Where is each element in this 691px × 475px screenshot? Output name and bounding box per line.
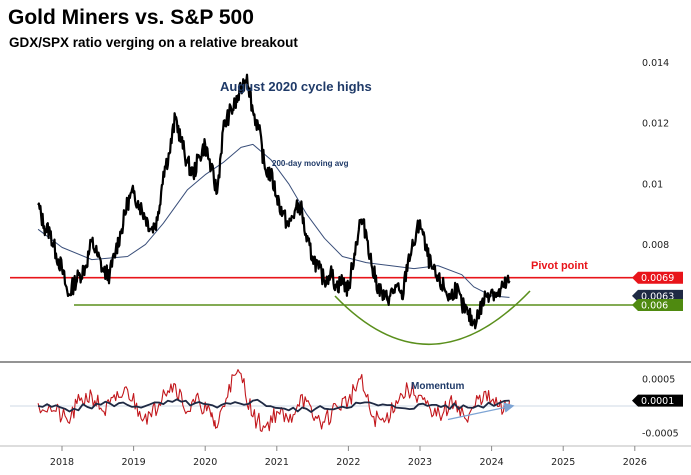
x-tick-label: 2022: [336, 457, 360, 468]
y-tick-label: 0.01: [642, 179, 663, 190]
ma-value-tag-text: 0.0063: [641, 291, 674, 302]
rounding-bottom-arc: [334, 290, 531, 346]
momentum-value-tag: 0.0001: [632, 394, 683, 407]
x-tick-label: 2018: [50, 457, 74, 468]
momentum-signal-line: [37, 398, 510, 413]
y-tick-label: 0.014: [642, 58, 669, 69]
main-panel: 0.006 0.008 0.01 0.012 0.014 August 2020 cycl…: [10, 58, 683, 346]
ratio-line: [37, 73, 511, 330]
momentum-value-tag-text: 0.0001: [641, 396, 674, 407]
pivot-value-tag-shape: [632, 271, 683, 284]
moving-average-line: [37, 143, 510, 298]
x-tick-label: 2024: [480, 457, 504, 468]
chart-subtitle: GDX/SPX ratio verging on a relative brea…: [9, 35, 298, 50]
momentum-panel: 0.0005 -0.0005 Momentum 0.0001: [10, 369, 683, 440]
pivot-value-tag: 0.0069: [632, 271, 683, 284]
x-tick-label: 2019: [122, 457, 146, 468]
cycle-highs-annotation: August 2020 cycle highs: [220, 79, 372, 94]
chart-title: Gold Miners vs. S&P 500: [8, 6, 254, 29]
pivot-point-annotation: Pivot point: [531, 260, 588, 272]
support-value-tag-text: 0.006: [641, 301, 668, 312]
moving-average-annotation: 200-day moving avg: [272, 159, 349, 168]
support-value-tag: 0.006: [632, 299, 683, 312]
momentum-line: [37, 369, 511, 432]
momentum-trend-arrow: [447, 402, 515, 421]
y-tick-label: 0.008: [642, 240, 669, 251]
y-tick-label: 0.012: [642, 119, 669, 130]
ma-value-tag-shape: [632, 289, 683, 302]
momentum-annotation: Momentum: [411, 381, 464, 392]
x-tick-label: 2023: [408, 457, 432, 468]
momentum-value-tag-shape: [632, 394, 683, 407]
x-tick-label: 2021: [265, 457, 289, 468]
x-tick-label: 2026: [623, 457, 647, 468]
pivot-value-tag-text: 0.0069: [641, 273, 674, 284]
x-tick-label: 2025: [551, 457, 575, 468]
ma-value-tag: 0.0063: [632, 289, 683, 302]
momentum-y-tick-label: 0.0005: [642, 375, 675, 386]
x-tick-label: 2020: [193, 457, 217, 468]
support-value-tag-shape: [632, 299, 683, 311]
momentum-y-tick-label: -0.0005: [642, 429, 679, 440]
